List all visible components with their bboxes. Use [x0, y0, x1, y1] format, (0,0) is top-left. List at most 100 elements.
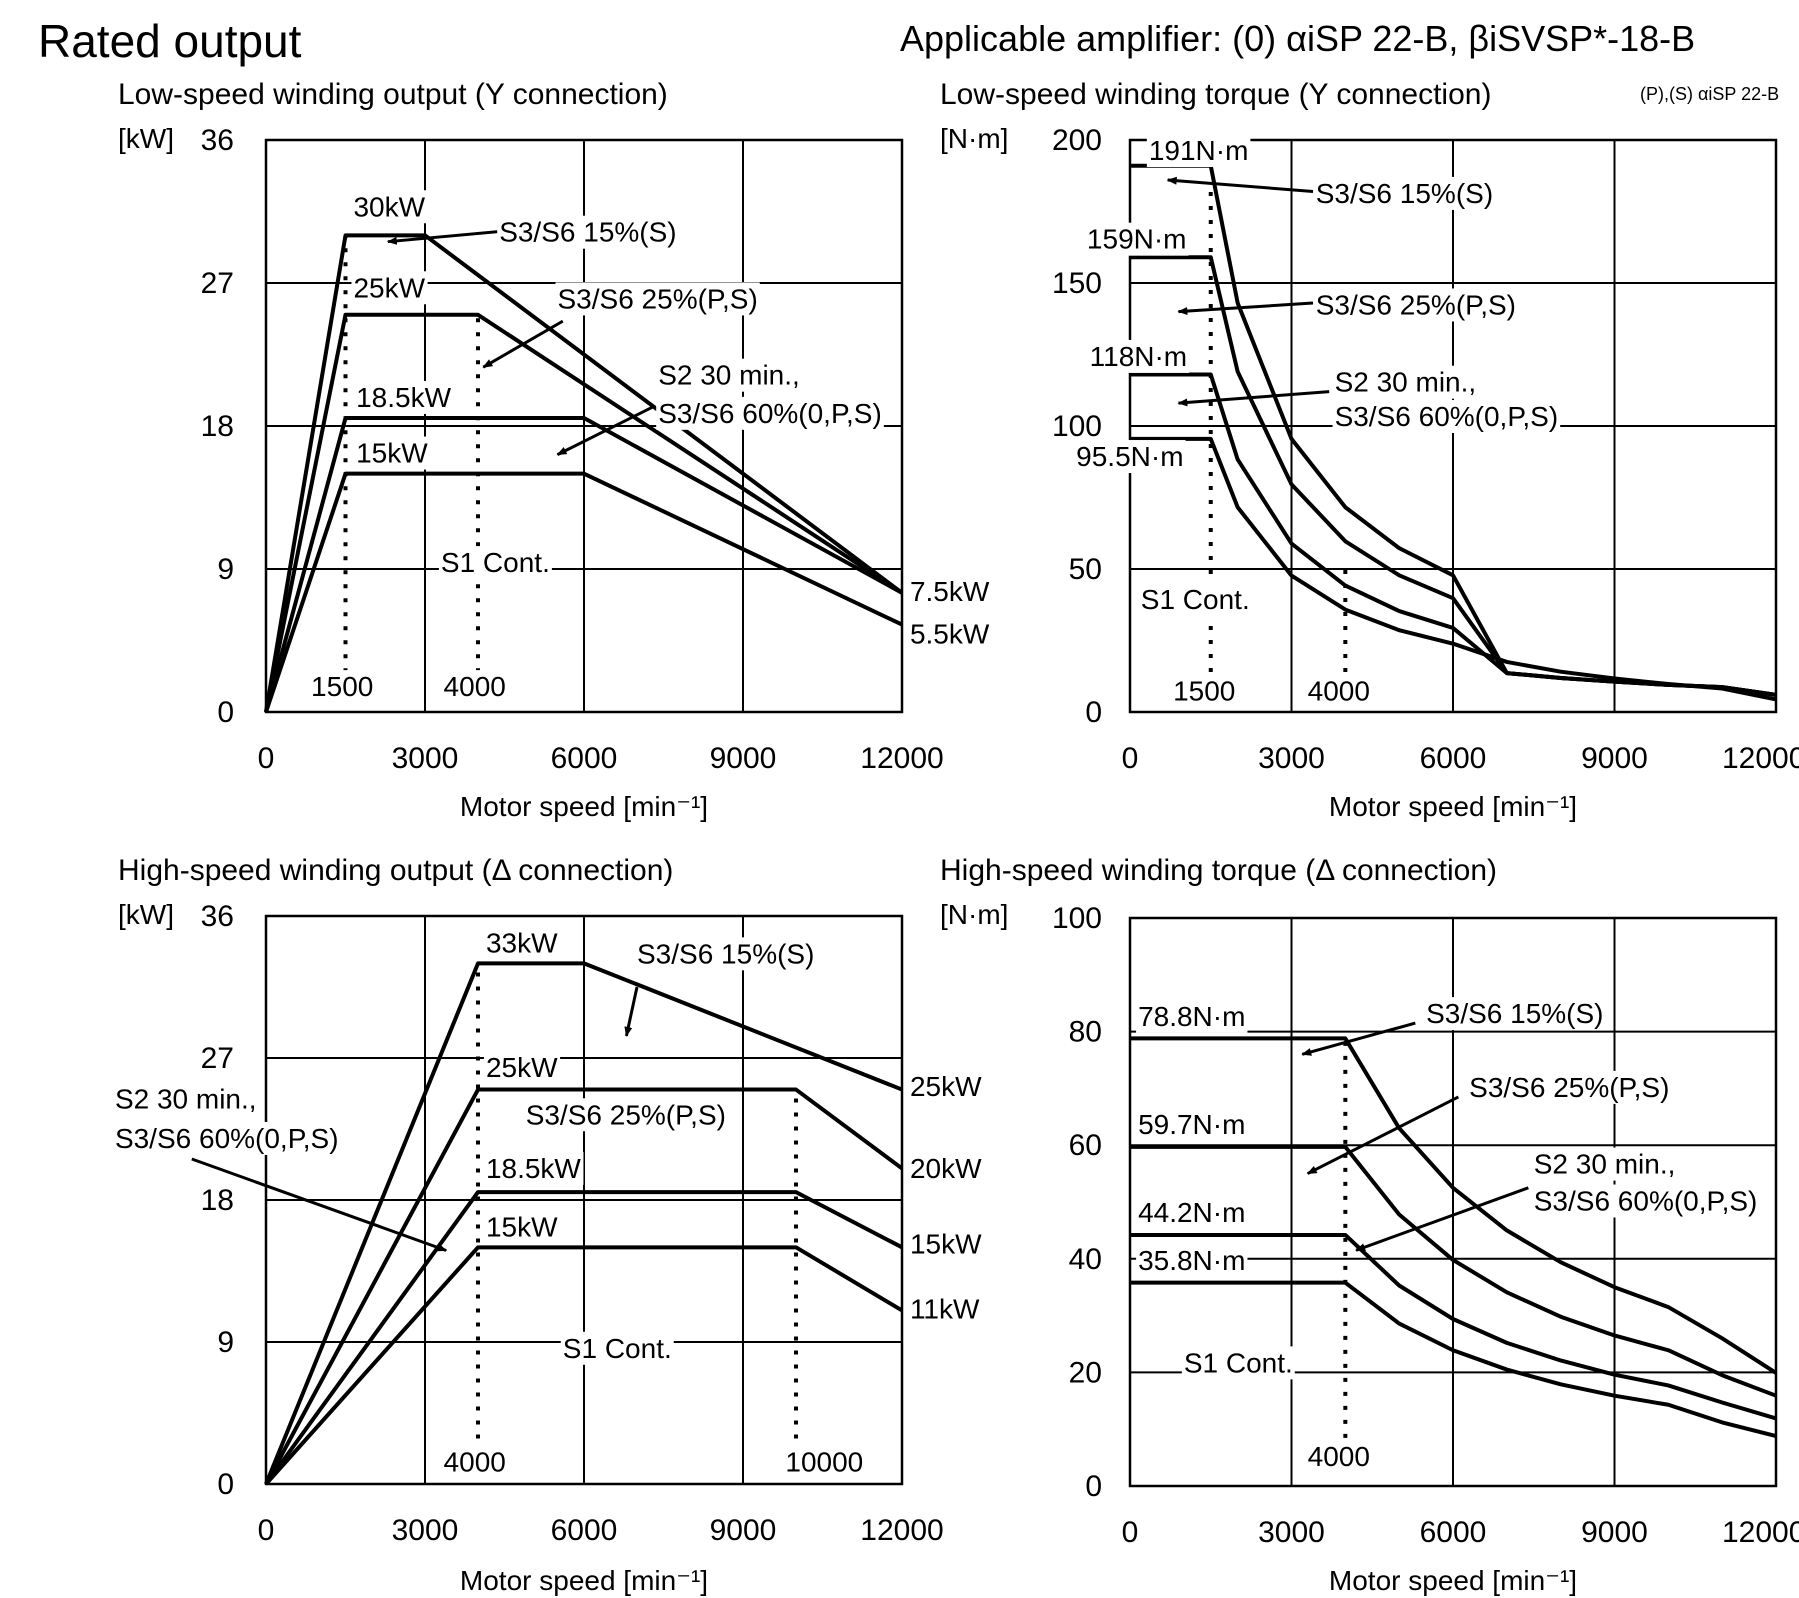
y-unit-label: [N·m] — [940, 899, 1008, 930]
x-tick-label: 12000 — [1722, 742, 1799, 775]
y-tick-label: 0 — [217, 696, 234, 729]
x-tick-label: 3000 — [392, 742, 459, 775]
chart-3: 0 3000 6000 9000 12000 0 9 18 27 36 High-speed win… — [112, 854, 985, 1596]
annotation-label: 59.7N·m — [1138, 1109, 1245, 1140]
annotation-label: 1500 — [311, 671, 373, 702]
annotation-label: S3/S6 15%(S) — [1426, 998, 1603, 1029]
x-tick-label: 9000 — [1581, 742, 1648, 775]
annotation-bg — [1136, 1107, 1248, 1141]
annotation-label: 30kW — [353, 191, 425, 222]
annotation-bg — [351, 190, 428, 224]
annotation-bg — [1138, 583, 1252, 617]
annotation-bg — [523, 1098, 728, 1132]
annotation-label: S1 Cont. — [1141, 584, 1250, 615]
series-line-4 — [1130, 436, 1777, 702]
annotation-arrow — [1177, 390, 1330, 407]
annotation-label: 25kW — [486, 1052, 558, 1083]
annotation-label: 1500 — [1173, 676, 1235, 707]
annotation-bg — [483, 1151, 584, 1185]
annotation-bg — [1074, 440, 1186, 474]
title-note: (P),(S) αiSP 22-B — [1640, 84, 1779, 104]
chart-4: 0 3000 6000 9000 12000 0 20 40 60 80 100 High-speed… — [940, 854, 1799, 1596]
annotation-bg — [351, 271, 428, 305]
annotation-bg — [1181, 1346, 1295, 1380]
y-tick-label: 9 — [217, 553, 234, 586]
y-unit-label: [N·m] — [940, 123, 1008, 154]
x-tick-label: 12000 — [860, 742, 943, 775]
amplifier-text: Applicable amplifier: (0) αiSP 22-B, βiS… — [900, 18, 1696, 59]
annotation-bg — [112, 1082, 259, 1116]
annotation-bg — [1084, 222, 1189, 256]
annotation-label: 33kW — [486, 927, 558, 958]
x-tick-label: 9000 — [710, 742, 777, 775]
y-tick-label: 0 — [217, 1468, 234, 1501]
annotation-label: 44.2N·m — [1138, 1197, 1245, 1228]
annotation-label: 18.5kW — [486, 1153, 581, 1184]
chart-2: 0 3000 6000 9000 12000 0 50 100 150 200 Low-speed … — [940, 78, 1799, 822]
annotation-label: S3/S6 15%(S) — [499, 217, 676, 248]
annotation-label: 95.5N·m — [1076, 441, 1183, 472]
annotation-bg — [354, 380, 454, 414]
annotation-bg — [1305, 1440, 1372, 1474]
annotation-label: 11kW — [910, 1293, 980, 1324]
x-tick-label: 6000 — [551, 1514, 618, 1547]
plot-frame — [264, 138, 904, 714]
y-tick-label: 9 — [217, 1326, 234, 1359]
series-line-3 — [1130, 1232, 1777, 1421]
x-tick-label: 9000 — [1581, 1516, 1648, 1549]
y-tick-label: 20 — [1069, 1356, 1102, 1389]
annotation-arrow — [482, 319, 564, 369]
y-tick-label: 40 — [1069, 1243, 1102, 1276]
annotation-bg — [1332, 400, 1561, 433]
annotation-arrow — [1355, 1186, 1529, 1252]
annotation-label: 159N·m — [1087, 224, 1187, 255]
y-tick-label: 60 — [1069, 1129, 1102, 1162]
series-line-2 — [264, 312, 904, 713]
x-tick-label: 3000 — [392, 1514, 459, 1547]
annotation-bg — [1313, 288, 1518, 322]
annotation-bg — [656, 358, 802, 392]
annotation-bg — [497, 215, 679, 249]
annotation-bg — [907, 617, 992, 651]
x-axis-label: Motor speed [min⁻¹] — [460, 1565, 708, 1596]
annotation-label: S3/S6 25%(P,S) — [558, 283, 758, 314]
annotation-bg — [1136, 1195, 1248, 1229]
annotation-bg — [907, 1227, 985, 1261]
annotation-bg — [1136, 999, 1248, 1033]
series-line-3 — [264, 1190, 903, 1486]
y-unit-label: [kW] — [118, 899, 174, 930]
chart-title: Low-speed winding output (Y connection) — [118, 78, 668, 111]
y-tick-label: 0 — [1085, 1470, 1102, 1503]
annotation-label: 4000 — [1308, 676, 1370, 707]
annotation-label: S2 30 min., — [658, 360, 800, 391]
chart-title: High-speed winding output (Δ connection) — [118, 854, 673, 887]
x-tick-label: 6000 — [1420, 742, 1487, 775]
x-tick-label: 0 — [258, 1514, 275, 1547]
annotation-label: 4000 — [444, 1446, 506, 1477]
annotation-label: S2 30 min., — [1335, 367, 1477, 398]
annotation-label: 35.8N·m — [1138, 1245, 1245, 1276]
annotation-bg — [483, 926, 561, 960]
annotation-bg — [1146, 134, 1251, 168]
annotation-arrow — [624, 986, 639, 1037]
annotation-bg — [555, 282, 760, 316]
annotation-bg — [783, 1445, 866, 1479]
annotation-label: S3/S6 60%(0,P,S) — [1534, 1186, 1758, 1217]
chart-title: High-speed winding torque (Δ connection) — [940, 854, 1497, 887]
y-tick-label: 0 — [1085, 696, 1102, 729]
annotation-arrow — [386, 229, 510, 245]
plot-frame — [1128, 916, 1778, 1488]
annotation-arrow — [191, 1157, 448, 1252]
series-line-4 — [1130, 1280, 1777, 1438]
annotation-arrow — [1306, 1095, 1460, 1175]
series-line-2 — [1130, 1144, 1777, 1398]
series-line-3 — [264, 416, 903, 713]
annotation-bg — [1136, 1244, 1248, 1278]
annotation-bg — [907, 1069, 985, 1103]
series-line-4 — [264, 1245, 904, 1486]
annotation-bg — [1313, 176, 1496, 210]
annotation-label: 78.8N·m — [1138, 1001, 1245, 1032]
annotation-arrow — [1166, 176, 1314, 193]
x-axis-label: Motor speed [min⁻¹] — [460, 791, 708, 822]
